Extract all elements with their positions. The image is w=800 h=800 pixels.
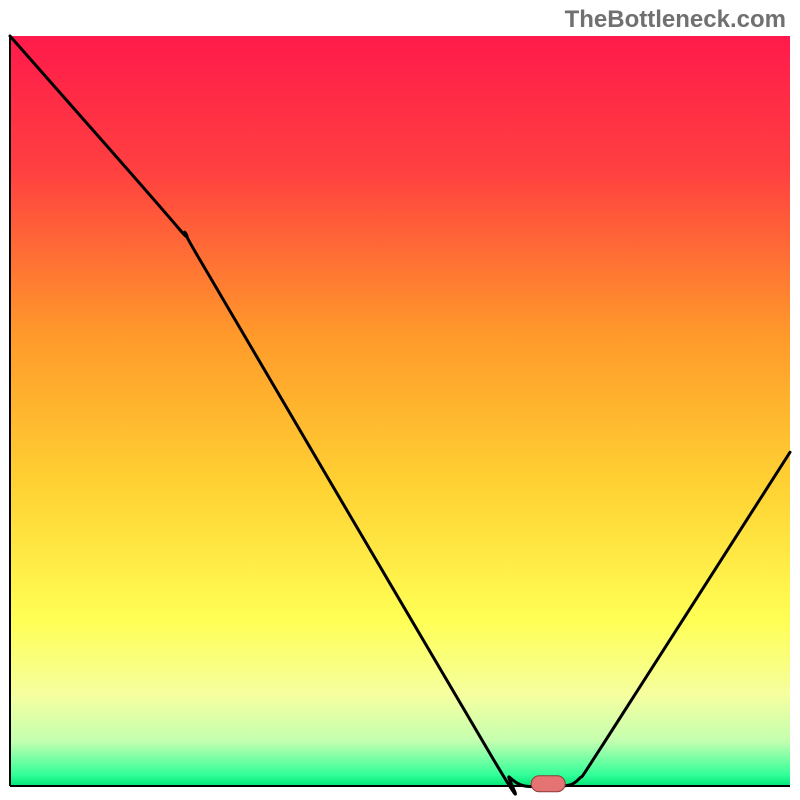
gradient-background: [10, 36, 790, 786]
optimal-marker: [531, 776, 565, 792]
watermark-text: TheBottleneck.com: [565, 6, 786, 34]
bottleneck-chart: [0, 0, 800, 800]
chart-container: TheBottleneck.com: [0, 0, 800, 800]
